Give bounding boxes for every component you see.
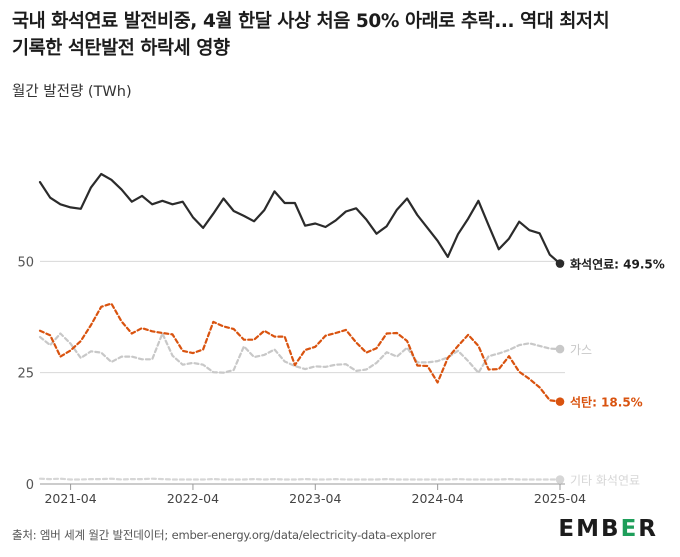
series-end-label-1: 가스 [570,343,592,357]
series-line-1 [38,332,562,374]
title-line-2: 기록한 석탄발전 하락세 영향 [12,38,230,59]
x-tick-label: 2024-04 [412,491,464,506]
source-note: 출처: 엠버 세계 월간 발전데이터; ember-energy.org/dat… [12,528,436,542]
series-end-label-3: 기타 화석연료 [570,474,640,488]
x-tick-label: 2021-04 [44,491,96,506]
ember-logo: EMBER [558,516,658,542]
series-end-marker-0 [555,259,565,268]
y-axis-unit-label: 월간 발전량 (TWh) [12,84,132,100]
x-tick-label: 2023-04 [289,491,341,506]
title-line-1: 국내 화석연료 발전비중, 4월 한달 사상 처음 50% 아래로 추락... … [12,11,610,32]
series-end-marker-1 [555,344,565,354]
x-tick-label: 2022-04 [167,491,219,506]
y-tick-label: 25 [17,367,34,382]
chart-title: 국내 화석연료 발전비중, 4월 한달 사상 처음 50% 아래로 추락... … [12,8,668,62]
series-end-marker-3 [555,475,565,484]
x-tick-label: 2025-04 [534,491,586,506]
series-line-2 [38,302,562,403]
series-end-label-0: 화석연료: 49.5% [570,257,665,272]
y-tick-label: 0 [26,478,34,493]
series-end-label-2: 석탄: 18.5% [570,395,643,410]
series-line-3 [38,477,562,481]
series-end-marker-2 [555,397,565,406]
y-tick-label: 50 [17,255,34,270]
series-line-0 [38,172,562,265]
